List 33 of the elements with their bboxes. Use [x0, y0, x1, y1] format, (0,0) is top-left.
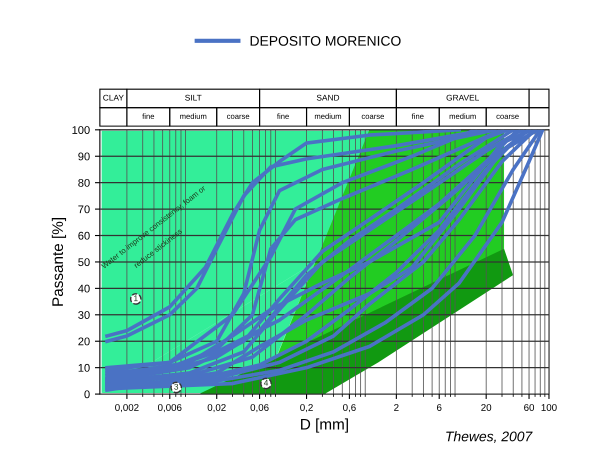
y-tick-label: 20: [78, 338, 90, 346]
text: SILT: [185, 94, 202, 101]
y-tick-label: 40: [78, 284, 90, 293]
text: GRAVEL: [446, 94, 480, 101]
x-tick-label: 2: [394, 404, 399, 411]
x-tick-label: 6: [437, 404, 442, 411]
x-tick-label: 0,006: [158, 404, 182, 412]
y-tick-label: 50: [78, 258, 90, 266]
y-tick-label: 80: [78, 178, 90, 187]
y-axis-title: Passante [%]: [52, 218, 66, 306]
legend-label: DEPOSITO MORENICO: [250, 36, 401, 46]
y-tick-label: 10: [78, 364, 90, 372]
x-tick-label: 60: [524, 404, 534, 411]
y-tick-label: 70: [78, 205, 90, 214]
x-tick-label: 0,06: [250, 404, 269, 412]
x-tick-label: 0,6: [343, 404, 356, 412]
text: Thewes, 2007: [446, 431, 533, 443]
x-tick-label: 20: [481, 404, 492, 411]
annotation: 4: [264, 380, 268, 386]
x-tick-label: 0,2: [300, 404, 313, 412]
y-tick-label: 0: [84, 390, 90, 398]
x-axis-title: D [mm]: [301, 418, 348, 433]
text: CLAY: [103, 94, 124, 101]
y-tick-label: 60: [78, 232, 90, 240]
y-tick-label: 90: [78, 152, 90, 160]
x-tick-label: 0,02: [208, 404, 226, 412]
y-tick-label: 30: [78, 311, 90, 319]
text: SAND: [316, 94, 340, 101]
annotation: 1: [134, 295, 138, 302]
x-tick-label: 100: [542, 404, 557, 411]
x-tick-label: 0,002: [115, 404, 139, 412]
y-tick-label: 100: [72, 126, 90, 134]
annotation: 3: [174, 384, 178, 390]
